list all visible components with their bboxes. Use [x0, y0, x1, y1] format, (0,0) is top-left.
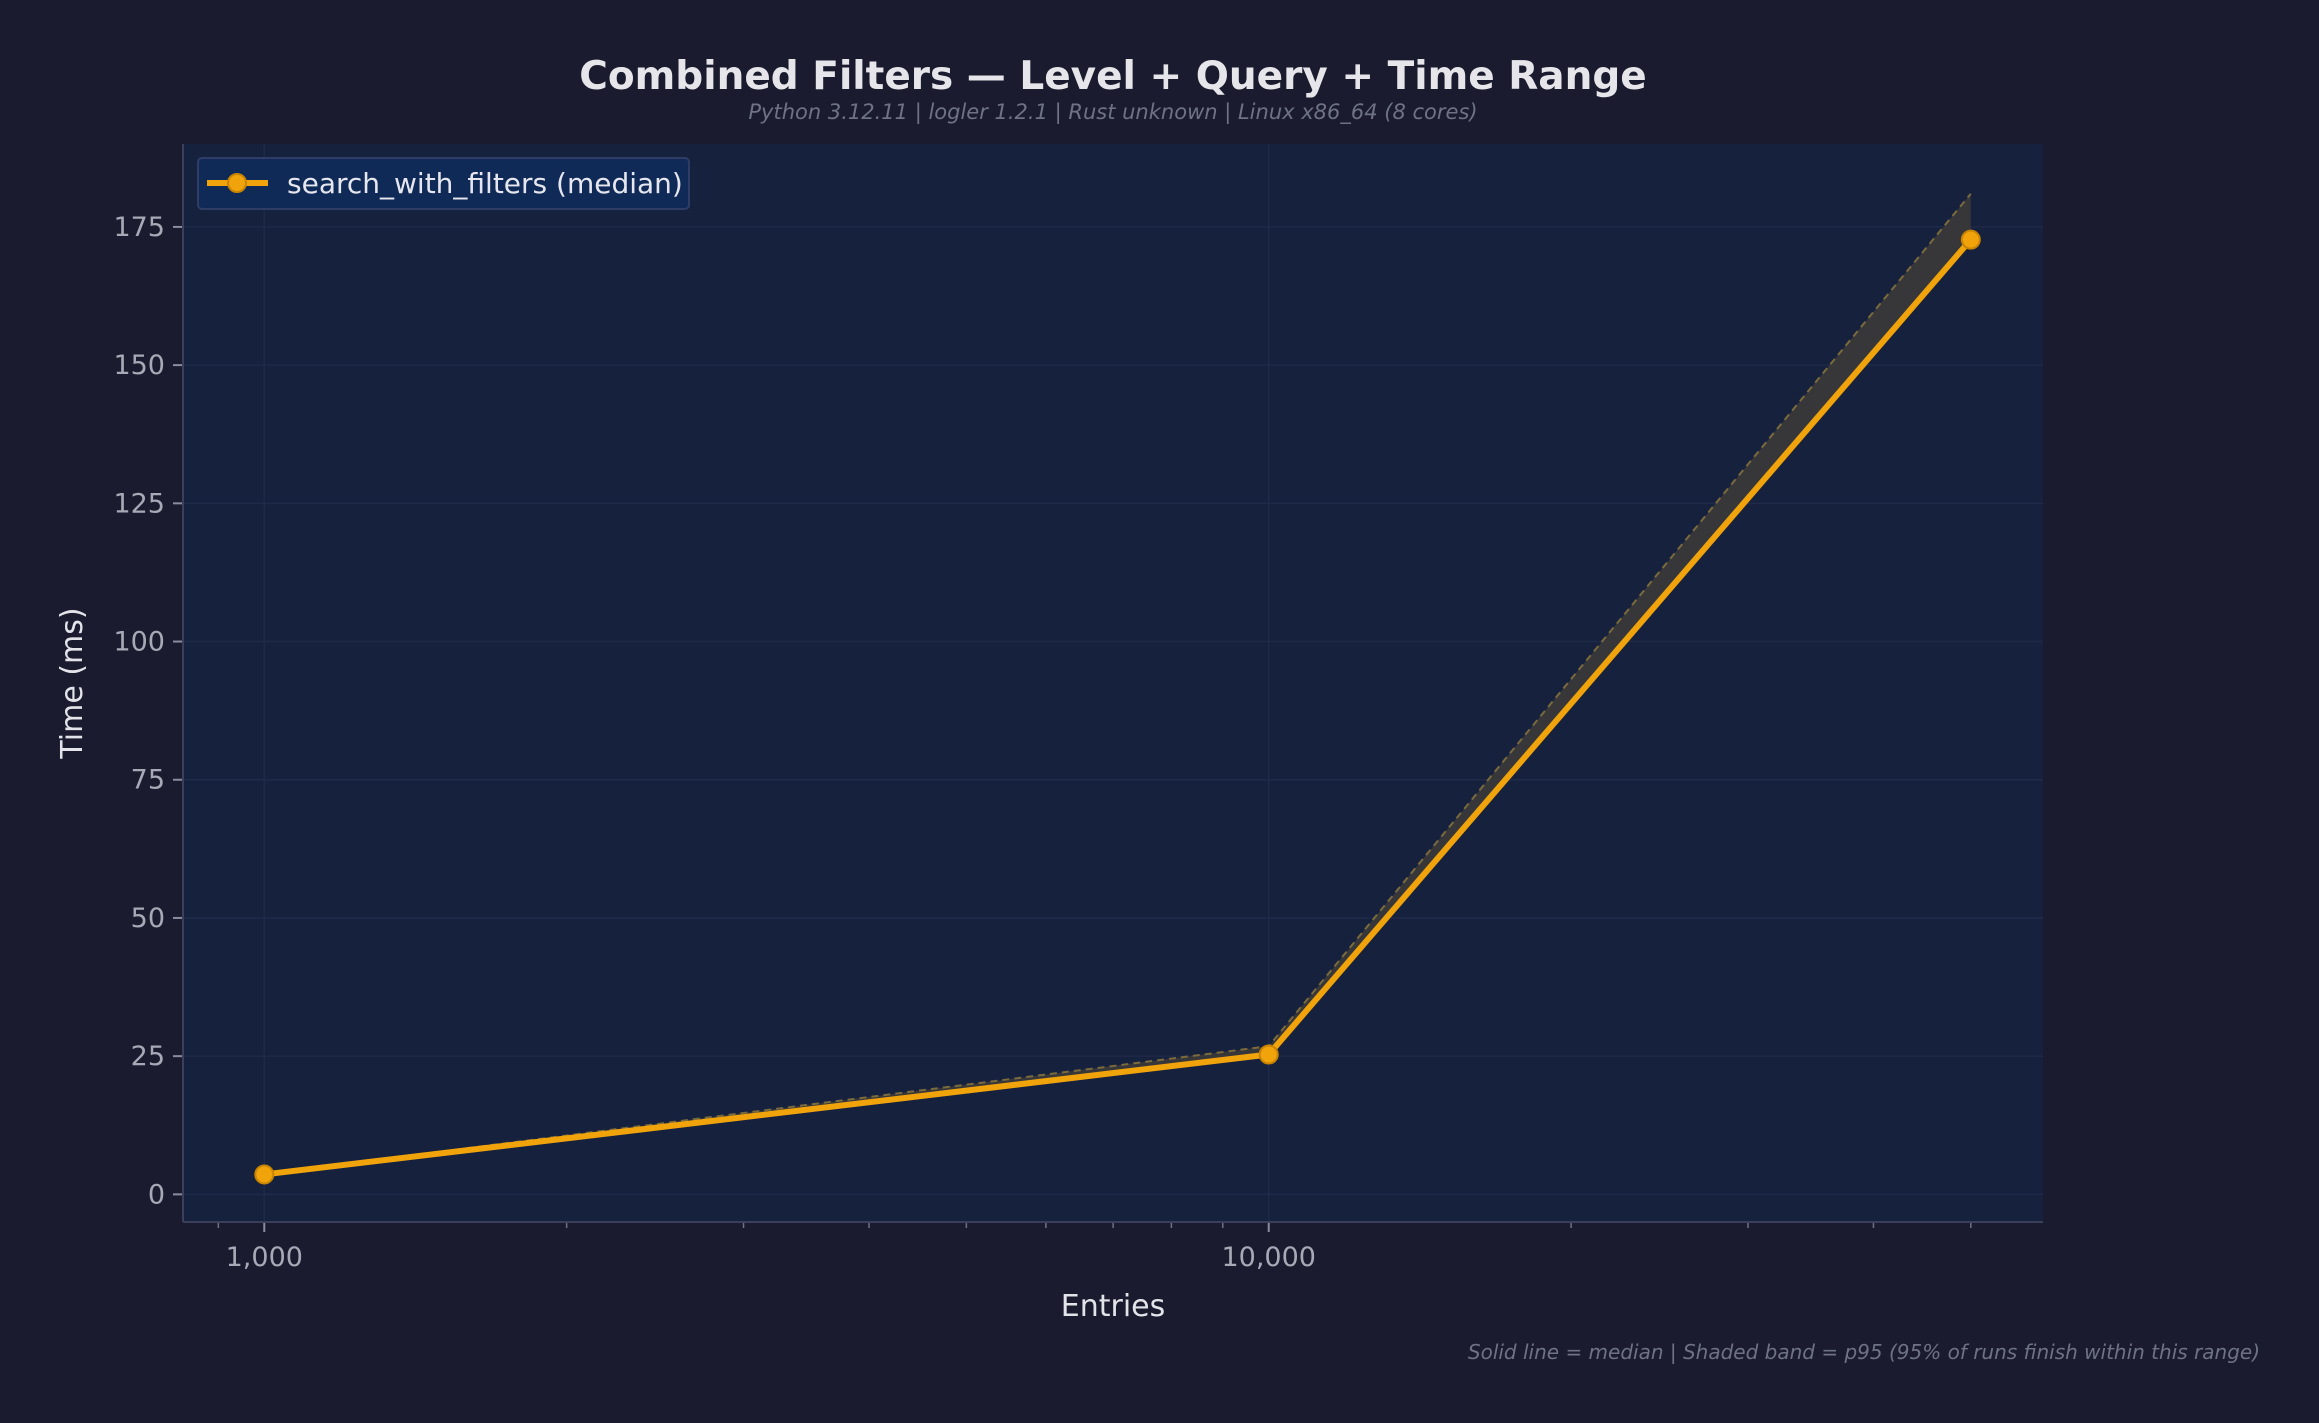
chart-subtitle: Python 3.12.11 | logler 1.2.1 | Rust unk…: [748, 100, 1477, 125]
median-line-layer: [254, 229, 1981, 1185]
axes: 0 25 50 75 100 125 150 175 1,000 10,000: [113, 144, 2043, 1273]
y-tick-label: 125: [113, 488, 165, 519]
legend-label: search_with_filters (median): [287, 167, 683, 200]
data-point: [1960, 229, 1981, 250]
y-tick-label: 175: [113, 212, 165, 243]
y-tick-label: 0: [148, 1179, 165, 1210]
y-tick-label: 25: [131, 1041, 165, 1072]
x-axis-label: Entries: [1061, 1289, 1166, 1324]
y-tick-label: 150: [113, 350, 165, 381]
legend: search_with_filters (median): [197, 157, 690, 210]
grid: [183, 144, 2043, 1222]
plot-area: [183, 144, 2043, 1222]
data-point: [254, 1164, 275, 1185]
data-point: [1258, 1044, 1279, 1065]
y-tick-label: 50: [131, 903, 165, 934]
footnote: Solid line = median | Shaded band = p95 …: [1468, 1340, 2260, 1364]
x-tick-label: 10,000: [1221, 1242, 1315, 1273]
legend-box: [197, 157, 690, 210]
y-axis-label: Time (ms): [55, 607, 90, 759]
y-tick-label: 75: [131, 765, 165, 796]
x-tick-label: 1,000: [226, 1242, 303, 1273]
y-tick-label: 100: [113, 627, 165, 658]
chart-title: Combined Filters — Level + Query + Time …: [579, 54, 1646, 99]
legend-marker-swatch: [227, 173, 247, 193]
